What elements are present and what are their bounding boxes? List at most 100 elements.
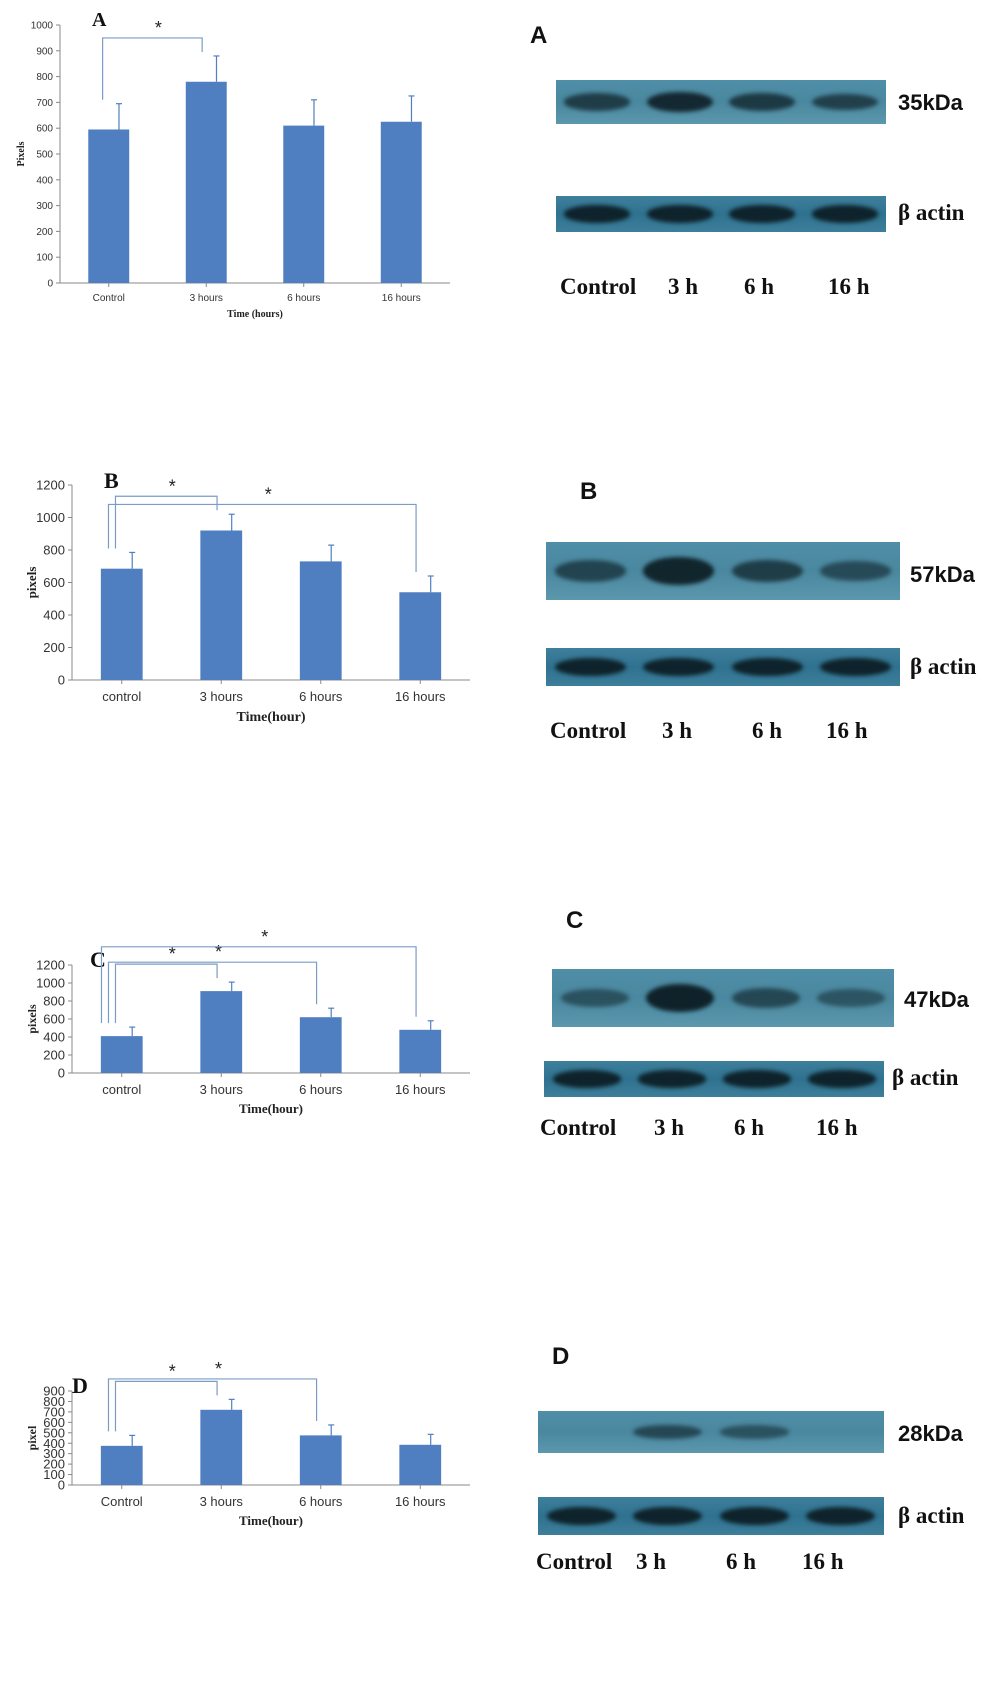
lane-label-16h: 16 h [802,1549,844,1574]
actin-band [722,1070,791,1088]
x-tick-label: 6 hours [287,293,320,304]
lane-label-3h: 3 h [654,1115,685,1140]
x-tick-label: control [102,1082,141,1097]
y-tick-label: 200 [43,1457,65,1472]
target-band-strip [546,542,900,600]
actin-label: β actin [910,654,977,679]
target-band [564,93,631,111]
x-tick-label: 3 hours [190,293,223,304]
x-axis-label: Time (hours) [227,309,283,320]
actin-label: β actin [898,1503,965,1528]
y-axis-label: Pixels [16,141,27,166]
target-band-strip [552,969,894,1027]
lane-label-control: Control [536,1549,613,1574]
y-tick-label: 900 [36,46,53,57]
y-tick-label: 400 [43,608,65,623]
y-tick-label: 300 [43,1446,65,1461]
western-blot-a: A 35kDa β actin Control 3 h 6 h 16 h [520,0,1000,360]
y-axis-label: pixels [25,1004,39,1034]
actin-band [646,205,713,223]
actin-band-strip [538,1497,884,1535]
actin-label: β actin [892,1065,959,1090]
significance-star: * [169,476,176,496]
y-tick-label: 600 [43,1012,65,1027]
western-blot-b: B 57kDa β actin Control 3 h 6 h 16 h [520,470,1000,830]
actin-band [546,1506,616,1526]
figure-panel-c: 0 200 400 600 800 1000 1200 control 3 hours 6 hou… [0,895,1000,1275]
band-size-label: 47kDa [904,987,969,1012]
blot-panel-letter: A [530,22,548,49]
x-axis-label: Time(hour) [239,1513,303,1528]
figure-panel-d: 0 100 200 300 400 500 600 700 800 900 Control 3 hou… [0,1335,1000,1698]
y-tick-label: 500 [36,150,53,161]
y-tick-label: 400 [43,1436,65,1451]
y-tick-label: 800 [43,994,65,1009]
target-band [633,1424,703,1440]
target-band [729,93,796,111]
actin-band [633,1506,703,1526]
y-tick-label: 800 [43,1394,65,1409]
y-tick-label: 600 [43,575,65,590]
figure-panel-b: 0 200 400 600 800 1000 1200 control 3 hours 6 hou… [0,470,1000,850]
actin-band [554,657,626,677]
actin-band [643,657,715,677]
y-tick-label: 700 [36,98,53,109]
y-tick-label: 600 [36,124,53,135]
lane-label-6h: 6 h [752,718,783,743]
y-tick-label: 0 [58,1066,65,1081]
x-tick-label: 16 hours [382,293,421,304]
actin-band [729,205,796,223]
significance-bracket [107,1378,318,1432]
actin-band [552,1070,621,1088]
y-tick-label: 100 [43,1467,65,1482]
blot-panel-letter: C [566,907,584,934]
lane-label-3h: 3 h [662,718,693,743]
x-tick-label: Control [101,1494,143,1509]
bar-4 [380,121,422,283]
bar-3 [283,125,325,284]
x-tick-label: 16 hours [395,1494,446,1509]
actin-band-strip [546,648,900,686]
y-tick-label: 1000 [36,976,65,991]
significance-bracket [114,963,218,1024]
actin-band-strip [556,196,886,232]
actin-band [811,205,878,223]
band-size-label: 35kDa [898,90,963,115]
target-band [731,987,800,1009]
blot-panel-letter: B [580,478,598,505]
target-band [646,983,715,1013]
y-tick-label: 1000 [31,21,54,32]
target-band-strip [556,80,886,124]
y-tick-label: 500 [43,1425,65,1440]
target-band [560,988,629,1008]
y-tick-label: 400 [36,175,53,186]
significance-bracket [114,495,218,549]
target-band [719,1425,789,1439]
target-band [811,93,878,111]
significance-star: * [215,1359,222,1379]
bar-2 [200,1409,243,1485]
band-size-label: 57kDa [910,562,975,587]
significance-bracket [100,946,417,1024]
actin-band [731,657,803,677]
y-tick-label: 400 [43,1030,65,1045]
bar-chart-c: 0 200 400 600 800 1000 1200 control 3 hours 6 hou… [25,927,470,1116]
blot-panel-letter: D [552,1343,570,1370]
bar-4 [399,592,442,680]
actin-band-strip [544,1061,884,1097]
bar-3 [299,561,342,680]
chart-panel-letter: A [92,9,107,31]
chart-panel-letter: D [72,1373,88,1398]
bar-4 [399,1444,442,1485]
chart-panel-letter: C [90,947,106,972]
significance-bracket [107,961,318,1024]
significance-star: * [169,1361,176,1381]
actin-band [820,657,892,677]
y-tick-label: 600 [43,1415,65,1430]
lane-label-6h: 6 h [734,1115,765,1140]
x-tick-label: 3 hours [200,689,244,704]
lane-label-6h: 6 h [744,274,775,299]
x-tick-label: Control [93,293,125,304]
significance-star: * [169,944,176,964]
